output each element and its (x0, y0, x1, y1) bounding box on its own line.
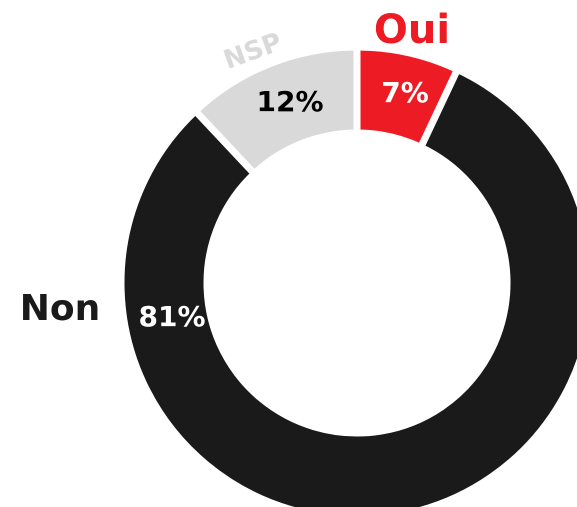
category-label: Non (20, 288, 101, 329)
category-label: Oui (374, 7, 450, 53)
value-label: 81% (138, 300, 205, 333)
value-label: 7% (381, 76, 429, 109)
value-label: 12% (256, 85, 323, 118)
donut-slice (117, 64, 577, 507)
donut-slice (190, 43, 361, 179)
